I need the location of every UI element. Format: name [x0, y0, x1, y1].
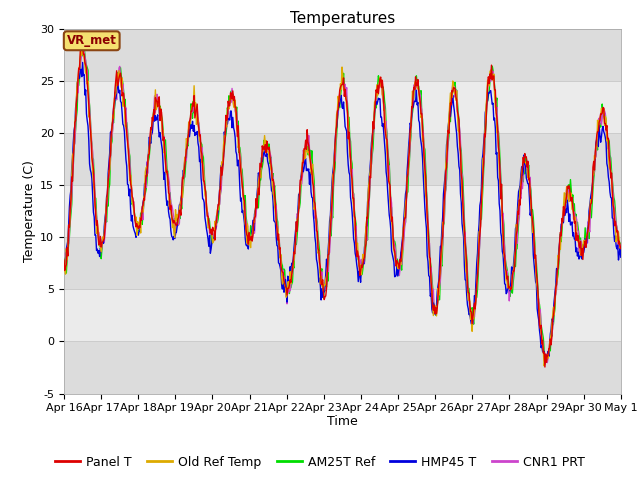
AM25T Ref: [80, 45, 88, 50]
Old Ref Temp: [214, 207, 222, 213]
Old Ref Temp: [60, 268, 68, 274]
HMP45 T: [70, 128, 78, 133]
HMP45 T: [214, 208, 222, 214]
Old Ref Temp: [185, 119, 193, 125]
Line: CNR1 PRT: CNR1 PRT: [64, 45, 621, 364]
Panel T: [214, 202, 222, 207]
CNR1 PRT: [185, 126, 193, 132]
Old Ref Temp: [70, 142, 78, 147]
Bar: [64, 29, 621, 81]
Panel T: [428, 278, 435, 284]
Bar: [64, 133, 621, 185]
Old Ref Temp: [77, 48, 85, 54]
CNR1 PRT: [128, 194, 136, 200]
Line: Old Ref Temp: Old Ref Temp: [64, 51, 621, 366]
Old Ref Temp: [428, 278, 435, 284]
AM25T Ref: [428, 265, 435, 271]
AM25T Ref: [214, 216, 222, 222]
HMP45 T: [542, 357, 550, 362]
HMP45 T: [60, 267, 68, 273]
CNR1 PRT: [79, 42, 86, 48]
Line: HMP45 T: HMP45 T: [64, 62, 621, 360]
Panel T: [411, 87, 419, 93]
AM25T Ref: [60, 255, 68, 261]
Bar: [64, 341, 621, 394]
HMP45 T: [411, 98, 419, 104]
Bar: [64, 185, 621, 237]
CNR1 PRT: [617, 247, 625, 252]
CNR1 PRT: [60, 263, 68, 269]
AM25T Ref: [411, 86, 419, 92]
Line: Panel T: Panel T: [64, 45, 621, 367]
CNR1 PRT: [214, 207, 222, 213]
AM25T Ref: [543, 359, 550, 365]
CNR1 PRT: [541, 361, 548, 367]
Legend: Panel T, Old Ref Temp, AM25T Ref, HMP45 T, CNR1 PRT: Panel T, Old Ref Temp, AM25T Ref, HMP45 …: [50, 451, 590, 474]
AM25T Ref: [617, 252, 625, 258]
CNR1 PRT: [428, 265, 435, 271]
Panel T: [60, 257, 68, 263]
HMP45 T: [79, 60, 86, 65]
Bar: [64, 237, 621, 289]
Bar: [64, 81, 621, 133]
CNR1 PRT: [411, 86, 419, 92]
Panel T: [79, 42, 86, 48]
CNR1 PRT: [70, 143, 78, 148]
Panel T: [128, 193, 136, 199]
Title: Temperatures: Temperatures: [290, 11, 395, 26]
Line: AM25T Ref: AM25T Ref: [64, 48, 621, 362]
HMP45 T: [128, 213, 136, 218]
Old Ref Temp: [540, 363, 548, 369]
HMP45 T: [617, 254, 625, 260]
AM25T Ref: [70, 144, 78, 149]
Old Ref Temp: [128, 198, 136, 204]
Panel T: [541, 364, 548, 370]
Old Ref Temp: [411, 80, 419, 86]
AM25T Ref: [185, 132, 193, 137]
Old Ref Temp: [617, 244, 625, 250]
Panel T: [617, 246, 625, 252]
HMP45 T: [185, 126, 193, 132]
HMP45 T: [428, 291, 435, 297]
Text: VR_met: VR_met: [67, 34, 116, 47]
Bar: [64, 289, 621, 341]
AM25T Ref: [128, 202, 136, 207]
X-axis label: Time: Time: [327, 415, 358, 428]
Panel T: [70, 141, 78, 147]
Y-axis label: Temperature (C): Temperature (C): [23, 160, 36, 262]
Panel T: [185, 131, 193, 137]
